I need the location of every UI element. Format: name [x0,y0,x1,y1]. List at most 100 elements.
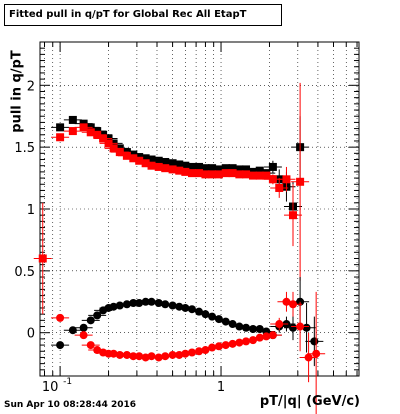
data-point-square [208,164,217,173]
data-point-circle [214,342,223,351]
data-point-square [129,154,138,163]
data-point-square [68,127,77,136]
data-point-square [56,133,65,142]
data-point-square [154,162,163,171]
data-point-square [141,154,150,163]
data-point-square [296,177,305,186]
data-point-circle [181,303,190,312]
data-point-circle [255,333,264,342]
data-point-circle [235,338,244,347]
data-point-square [161,157,170,166]
data-point-square [181,167,190,176]
data-point-square [109,144,118,153]
data-point-circle [115,301,124,310]
data-point-circle [235,322,244,331]
timestamp-footer: Sun Apr 10 08:28:44 2016 [4,400,137,410]
data-point-square [214,170,223,179]
data-point-circle [161,352,170,361]
data-point-square [242,170,251,179]
data-point-square [93,130,102,139]
data-point-square [195,162,204,171]
data-point-square [115,148,124,157]
title-box: Fitted pull in q/pT for Global Rec All E… [4,4,282,26]
data-point-circle [168,301,177,310]
x-tick-label-exponent: -1 [63,377,72,387]
data-point-circle [161,300,170,309]
data-point-square [135,156,144,165]
data-point-circle [288,323,297,332]
data-point-square [161,164,170,173]
data-point-square [168,165,177,174]
data-point-circle [147,297,156,306]
data-point-square [262,171,271,180]
data-point-circle [175,350,184,359]
data-point-circle [86,341,95,350]
data-point-circle [221,341,230,350]
data-point-square [228,169,237,178]
data-point-circle [109,349,118,358]
data-point-circle [122,350,131,359]
data-point-circle [86,316,95,325]
data-point-square [168,159,177,168]
data-point-circle [275,320,284,329]
y-tick-label: 1.5 [14,141,35,156]
data-point-circle [93,311,102,320]
data-point-square [275,183,284,192]
data-point-circle [228,339,237,348]
data-point-square [268,162,277,171]
data-point-square [154,156,163,165]
data-point-circle [302,323,311,332]
data-point-circle [208,343,217,352]
data-point-circle [312,349,321,358]
series-3 [51,291,326,414]
data-point-circle [181,349,190,358]
data-point-square [141,159,150,168]
data-point-square [195,169,204,178]
data-point-square [228,164,237,173]
data-point-square [147,155,156,164]
data-point-square [268,175,277,184]
data-point-circle [175,302,184,311]
data-point-square [288,211,297,220]
data-point-circle [147,352,156,361]
data-point-circle [195,347,204,356]
y-tick-label: 1 [27,203,35,218]
data-point-circle [79,323,88,332]
data-point-square [38,254,47,263]
data-point-circle [109,302,118,311]
data-point-circle [296,322,305,331]
data-point-circle [56,341,65,350]
data-point-square [181,161,190,170]
data-point-circle [268,331,277,340]
data-point-circle [242,337,251,346]
y-tick-label: 0 [27,327,35,342]
x-axis-label: pT/|q| (GeV/c) [259,394,360,409]
data-point-circle [135,352,144,361]
data-point-square [214,165,223,174]
data-point-circle [242,323,251,332]
x-tick-label: 10 [42,380,59,395]
data-point-circle [135,299,144,308]
series-2 [51,277,324,367]
series-1 [33,82,310,315]
data-point-square [86,128,95,137]
data-point-circle [154,299,163,308]
data-point-square [104,139,113,148]
data-point-square [68,115,77,124]
data-point-square [56,123,65,132]
data-marks [33,82,326,414]
data-point-circle [122,300,131,309]
plot-frame [39,41,360,377]
data-point-circle [288,300,297,309]
data-point-circle [79,331,88,340]
data-point-circle [304,353,313,362]
data-point-circle [154,353,163,362]
data-point-square [255,166,264,175]
data-point-circle [56,313,65,322]
data-point-circle [187,348,196,357]
data-point-square [175,160,184,169]
data-point-square [99,134,108,143]
data-point-circle [262,332,271,341]
chart-title: Fitted pull in q/pT for Global Rec All E… [9,9,247,20]
